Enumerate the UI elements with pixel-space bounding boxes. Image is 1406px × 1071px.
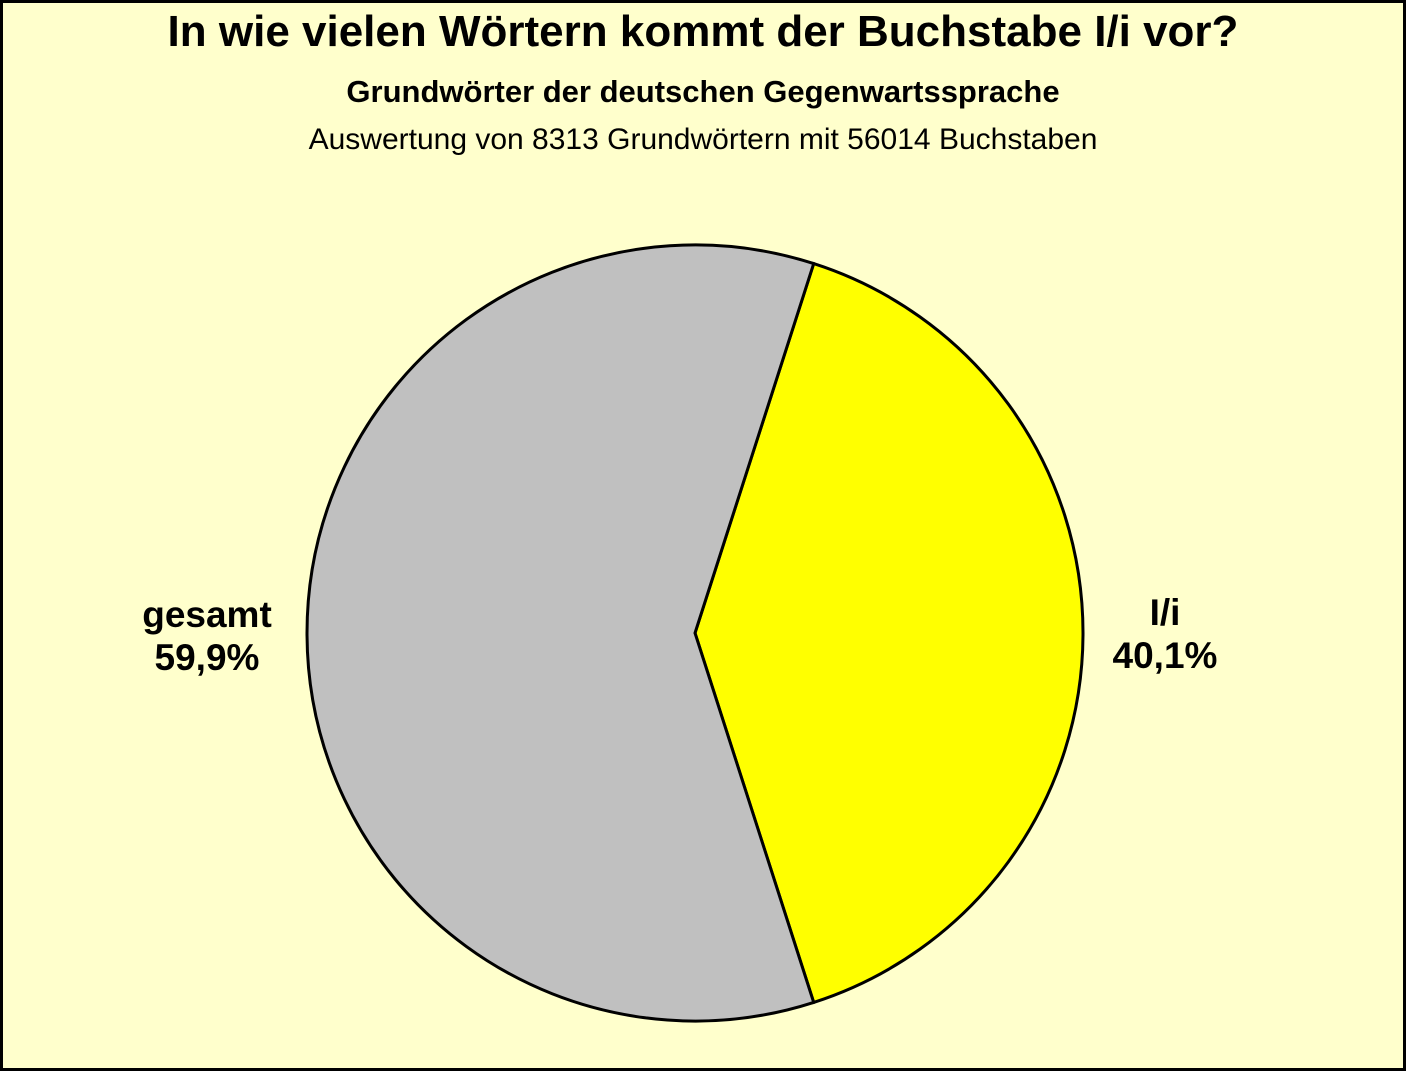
slice-label-gesamt-name: gesamt	[142, 594, 272, 635]
slice-label-gesamt: gesamt 59,9%	[77, 593, 337, 679]
slice-label-gesamt-value: 59,9%	[154, 637, 260, 678]
pie-slice-li	[693, 261, 1085, 1005]
slice-label-li-name: I/i	[1149, 592, 1181, 633]
chart-caption: Auswertung von 8313 Grundwörtern mit 560…	[308, 123, 1098, 156]
chart-subtitle: Grundwörter der deutschen Gegenwartsspra…	[346, 74, 1060, 109]
pie-slice-gesamt	[305, 243, 816, 1023]
slice-label-li: I/i 40,1%	[1035, 591, 1295, 677]
chart-title: In wie vielen Wörtern kommt der Buchstab…	[167, 7, 1239, 56]
pie-chart	[305, 243, 1085, 1023]
slice-label-li-value: 40,1%	[1112, 635, 1218, 676]
